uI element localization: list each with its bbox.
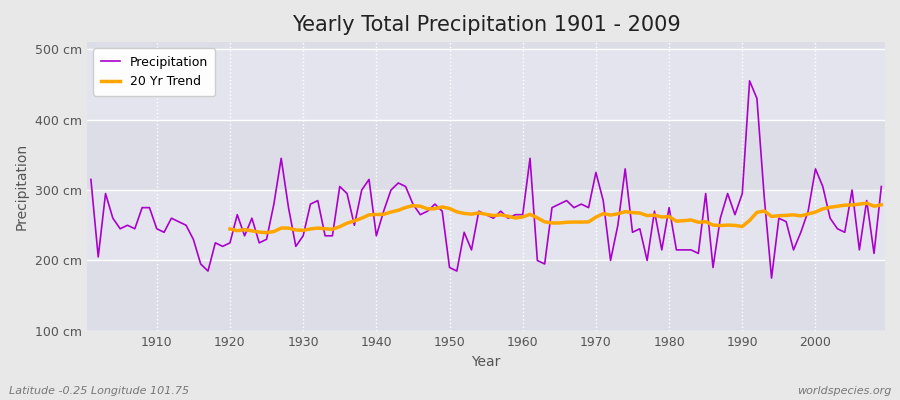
20 Yr Trend [876, 202, 886, 207]
Precipitation [349, 223, 360, 228]
20 Yr Trend [686, 218, 697, 222]
20 Yr Trend [261, 230, 272, 235]
X-axis label: Year: Year [472, 355, 500, 369]
Bar [87, 190, 885, 260]
Precipitation [605, 258, 616, 263]
Bar [87, 49, 885, 120]
Precipitation [876, 184, 886, 189]
Precipitation [144, 205, 155, 210]
20 Yr Trend [854, 202, 865, 206]
Legend: Precipitation, 20 Yr Trend: Precipitation, 20 Yr Trend [94, 48, 215, 96]
Bar [87, 260, 885, 331]
20 Yr Trend [320, 226, 330, 231]
Precipitation [510, 212, 521, 217]
20 Yr Trend [429, 206, 440, 211]
Bar [87, 120, 885, 190]
20 Yr Trend [861, 201, 872, 206]
Line: 20 Yr Trend: 20 Yr Trend [230, 203, 881, 233]
Title: Yearly Total Precipitation 1901 - 2009: Yearly Total Precipitation 1901 - 2009 [292, 15, 680, 35]
Line: Precipitation: Precipitation [91, 81, 881, 278]
20 Yr Trend [773, 213, 784, 218]
20 Yr Trend [788, 212, 799, 217]
Precipitation [744, 78, 755, 83]
Text: Latitude -0.25 Longitude 101.75: Latitude -0.25 Longitude 101.75 [9, 386, 189, 396]
Y-axis label: Precipitation: Precipitation [15, 143, 29, 230]
Precipitation [766, 276, 777, 280]
Precipitation [518, 212, 528, 217]
Precipitation [86, 177, 96, 182]
Precipitation [305, 202, 316, 206]
Text: worldspecies.org: worldspecies.org [796, 386, 891, 396]
20 Yr Trend [225, 226, 236, 231]
